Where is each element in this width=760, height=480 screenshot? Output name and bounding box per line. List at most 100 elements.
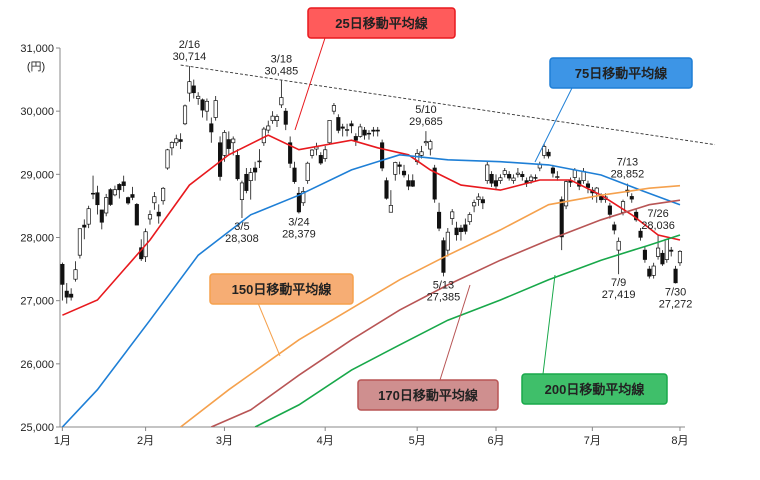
candle-body [401,170,407,176]
candle-body [458,227,464,232]
candle-body [559,199,564,238]
x-tick-label: 2月 [137,435,154,447]
candle-body [301,191,306,204]
candle-body [139,247,144,260]
y-unit: (円) [27,61,45,73]
candle-body [239,182,245,200]
candle-body [169,142,174,149]
candle-body [493,180,499,187]
candle-body [305,162,310,182]
annotation-date: 7/30 [665,286,686,298]
candle-body [362,129,367,136]
candle-body [607,205,612,215]
candle-body [423,141,428,144]
candle-body [677,250,683,264]
ma-line [210,199,681,427]
candle-body [599,196,604,201]
candle-body [126,197,131,204]
candle-body [266,125,271,131]
candle-body [248,172,253,182]
annotation-date: 7/26 [647,208,668,220]
candle-body [476,196,481,200]
callout-leader [534,87,573,163]
candle-body [77,228,82,256]
candle-body [669,249,674,252]
annotation-price: 28,379 [282,229,316,241]
callout-leader [294,37,326,131]
candle-body [515,172,520,175]
candle-body [90,192,96,195]
callout-label: 25日移動平均線 [335,16,428,31]
y-tick-label: 29,000 [20,169,54,181]
callout-box [209,273,354,305]
annotation-date: 3/18 [271,54,292,66]
annotation-price: 28,036 [641,220,675,232]
candle-body [410,180,415,187]
callout-leader [439,284,471,381]
candle-body [528,176,534,181]
candle-body [296,192,301,213]
candle-body [191,85,196,94]
candle-body [95,192,100,206]
candle-body [664,239,669,260]
lines [61,134,681,427]
candle-body [327,120,332,144]
candle-body [209,123,214,133]
candle-body [406,180,411,187]
candle-body [204,100,209,112]
callout-box [307,7,456,39]
candle-body [489,173,494,184]
y-tick-label: 25,000 [20,422,54,434]
annotation-date: 3/24 [288,217,309,229]
candle-body [213,100,218,118]
candle-body [69,293,74,298]
callout-label: 170日移動平均線 [378,388,479,403]
candle-body [121,181,126,186]
candle-body [336,117,341,131]
candle-body [108,189,113,205]
candle-body [318,155,323,164]
candle-body [117,184,122,191]
callout-box [549,57,693,89]
candle-body [309,149,315,156]
annotation-price: 28,308 [225,233,259,245]
x-tick-label: 3月 [216,435,233,447]
candle-body [274,116,280,121]
candle-body [656,247,661,257]
callout-leader [257,302,281,357]
candle-body [450,211,455,219]
candle-body [388,205,393,213]
trend-line [180,64,716,146]
candle-body [384,180,389,199]
candle-body [60,263,65,285]
ma-line [61,153,681,427]
annotation-date: 5/13 [433,279,454,291]
candle-body [642,249,647,260]
candle-body [349,123,354,127]
candle-body [152,196,157,204]
candle-body [231,138,236,144]
annotation-price: 27,272 [659,298,693,310]
candle-body [572,169,577,178]
candle-body [585,183,591,188]
candle-body [520,173,525,178]
candle-body [647,268,652,277]
candle-body [660,252,665,265]
candle-body [187,81,192,94]
callout-label: 200日移動平均線 [545,382,646,397]
callout-label: 150日移動平均線 [232,282,333,297]
candle-body [156,211,161,217]
x-tick-label: 6月 [487,435,504,447]
callout-box [357,379,499,411]
candle-body [147,214,153,220]
candle-body [270,115,275,121]
candle-body [174,138,179,144]
candle-body [507,173,512,179]
candle-body [288,142,293,164]
candle-body [616,240,621,251]
candle-body [283,110,288,125]
annotation-date: 2/16 [179,39,200,51]
candle-body [130,194,135,198]
y-tick-label: 27,000 [20,296,54,308]
candle-body [345,129,350,131]
